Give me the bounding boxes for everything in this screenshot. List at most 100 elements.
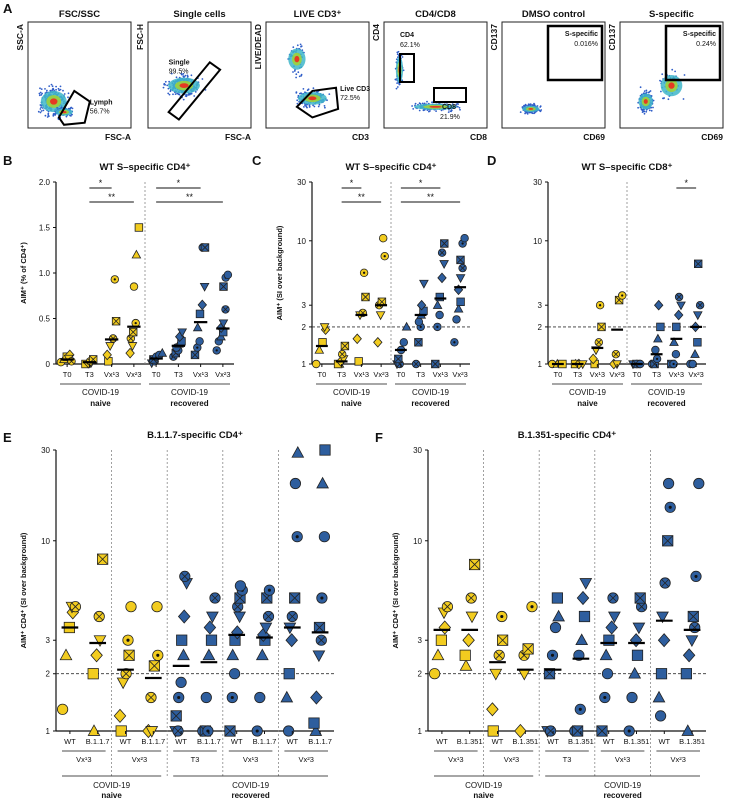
facs-event <box>44 114 47 117</box>
data-point <box>435 634 448 646</box>
group-label-line1: COVID-19 <box>604 781 641 790</box>
data-point-cross <box>170 710 182 722</box>
facs-event <box>519 111 522 113</box>
facs-event <box>41 92 43 95</box>
data-point <box>432 299 443 309</box>
facs-gate-pct: 99.5% <box>169 68 189 75</box>
facs-event <box>169 90 172 93</box>
data-point <box>682 648 696 663</box>
data-point <box>318 531 330 543</box>
data-point-dot <box>383 255 386 258</box>
data-point <box>134 223 144 232</box>
facs-xlabel: FSC-A <box>225 132 251 142</box>
data-point-cross <box>676 294 683 300</box>
data-point-dot <box>621 294 624 297</box>
y-tick-label: 0.5 <box>39 315 51 324</box>
group-label-line1: COVID-19 <box>412 388 449 397</box>
data-point-dot <box>550 653 555 657</box>
facs-event <box>166 84 169 87</box>
facs-event <box>48 85 51 87</box>
facs-event <box>305 105 308 108</box>
data-point-cross <box>224 725 236 737</box>
data-point <box>310 690 323 705</box>
facs-event <box>62 89 64 92</box>
significance-label: ** <box>427 192 435 202</box>
facs-event <box>54 113 57 115</box>
facs-gate-pct: 0.24% <box>696 41 716 48</box>
facs-event <box>455 103 458 106</box>
y-axis-label: AIM⁺ CD4⁺ (SI over background) <box>391 532 400 648</box>
data-point-cross <box>180 572 189 581</box>
data-point <box>352 333 362 345</box>
facs-event <box>40 110 43 112</box>
data-point <box>87 668 99 680</box>
data-point <box>439 260 449 270</box>
facs-density <box>528 107 534 110</box>
subgroup-label: Vx²3 <box>504 755 519 764</box>
facs-plot: DMSO control CD69 CD137 S-specific 0.016% <box>489 9 606 142</box>
data-point-cross <box>112 317 121 326</box>
significance-label: * <box>419 178 423 188</box>
facs-gate-label: Single <box>169 59 190 66</box>
facs-gate <box>57 89 91 126</box>
data-point <box>651 345 660 355</box>
data-point <box>680 668 693 680</box>
data-point-dot <box>113 278 116 281</box>
x-tick-label: WT <box>603 737 615 746</box>
facs-event <box>67 96 69 99</box>
facs-event <box>298 75 301 78</box>
x-tick-label: B.1.1.7 <box>141 737 165 746</box>
facs-frame <box>27 21 132 129</box>
data-point-dot <box>126 638 130 642</box>
facs-event <box>459 108 461 111</box>
facs-event <box>643 112 646 115</box>
facs-event <box>326 99 328 102</box>
group-label-line2: naive <box>341 399 362 408</box>
facs-event <box>411 105 413 107</box>
y-tick-label: 1 <box>46 727 51 736</box>
facs-event <box>194 91 197 93</box>
data-point <box>653 299 664 311</box>
facs-ylabel: CD137 <box>607 24 617 51</box>
y-axis-label: AIM⁺ CD4⁺ (SI over background) <box>19 532 28 648</box>
group-label-line1: COVID-19 <box>93 781 130 790</box>
facs-event <box>185 94 188 96</box>
facs-title: LIVE CD3⁺ <box>294 9 342 20</box>
data-point-dot <box>500 614 504 619</box>
facs-event <box>71 107 74 110</box>
data-point <box>486 702 499 717</box>
subgroup-label: Vx²3 <box>670 755 685 764</box>
facs-event <box>162 86 165 89</box>
subgroup-label: Vx¹3 <box>615 755 630 764</box>
facs-event <box>164 80 167 83</box>
facs-frame <box>501 21 606 129</box>
data-point <box>652 690 666 703</box>
data-point-cross <box>127 335 134 342</box>
data-point <box>460 233 469 243</box>
facs-event <box>667 98 670 101</box>
data-point <box>685 635 699 648</box>
facs-event <box>426 100 428 103</box>
data-point <box>671 350 681 359</box>
data-point-dot <box>627 729 631 733</box>
x-tick-label: B.1.1.7 <box>308 737 332 746</box>
data-point-dot <box>230 695 234 700</box>
data-point <box>309 724 323 736</box>
facs-event <box>533 102 535 105</box>
x-tick-label: B.1.351 <box>457 737 483 746</box>
facs-density <box>179 83 189 88</box>
facs-title: Single cells <box>173 9 225 20</box>
data-point <box>192 322 203 332</box>
data-point <box>631 649 644 661</box>
data-point <box>373 336 383 348</box>
x-tick-label: Vx²3 <box>215 370 230 379</box>
x-tick-label: B.1.1.7 <box>253 737 277 746</box>
data-point <box>669 337 679 346</box>
y-axis-label: AIM⁺ (SI over background) <box>275 225 284 320</box>
data-point-dot <box>177 695 181 700</box>
facs-event <box>641 111 644 113</box>
data-point <box>599 648 613 661</box>
facs-event <box>539 106 542 108</box>
data-point-cross <box>314 622 325 633</box>
facs-event <box>193 95 196 97</box>
